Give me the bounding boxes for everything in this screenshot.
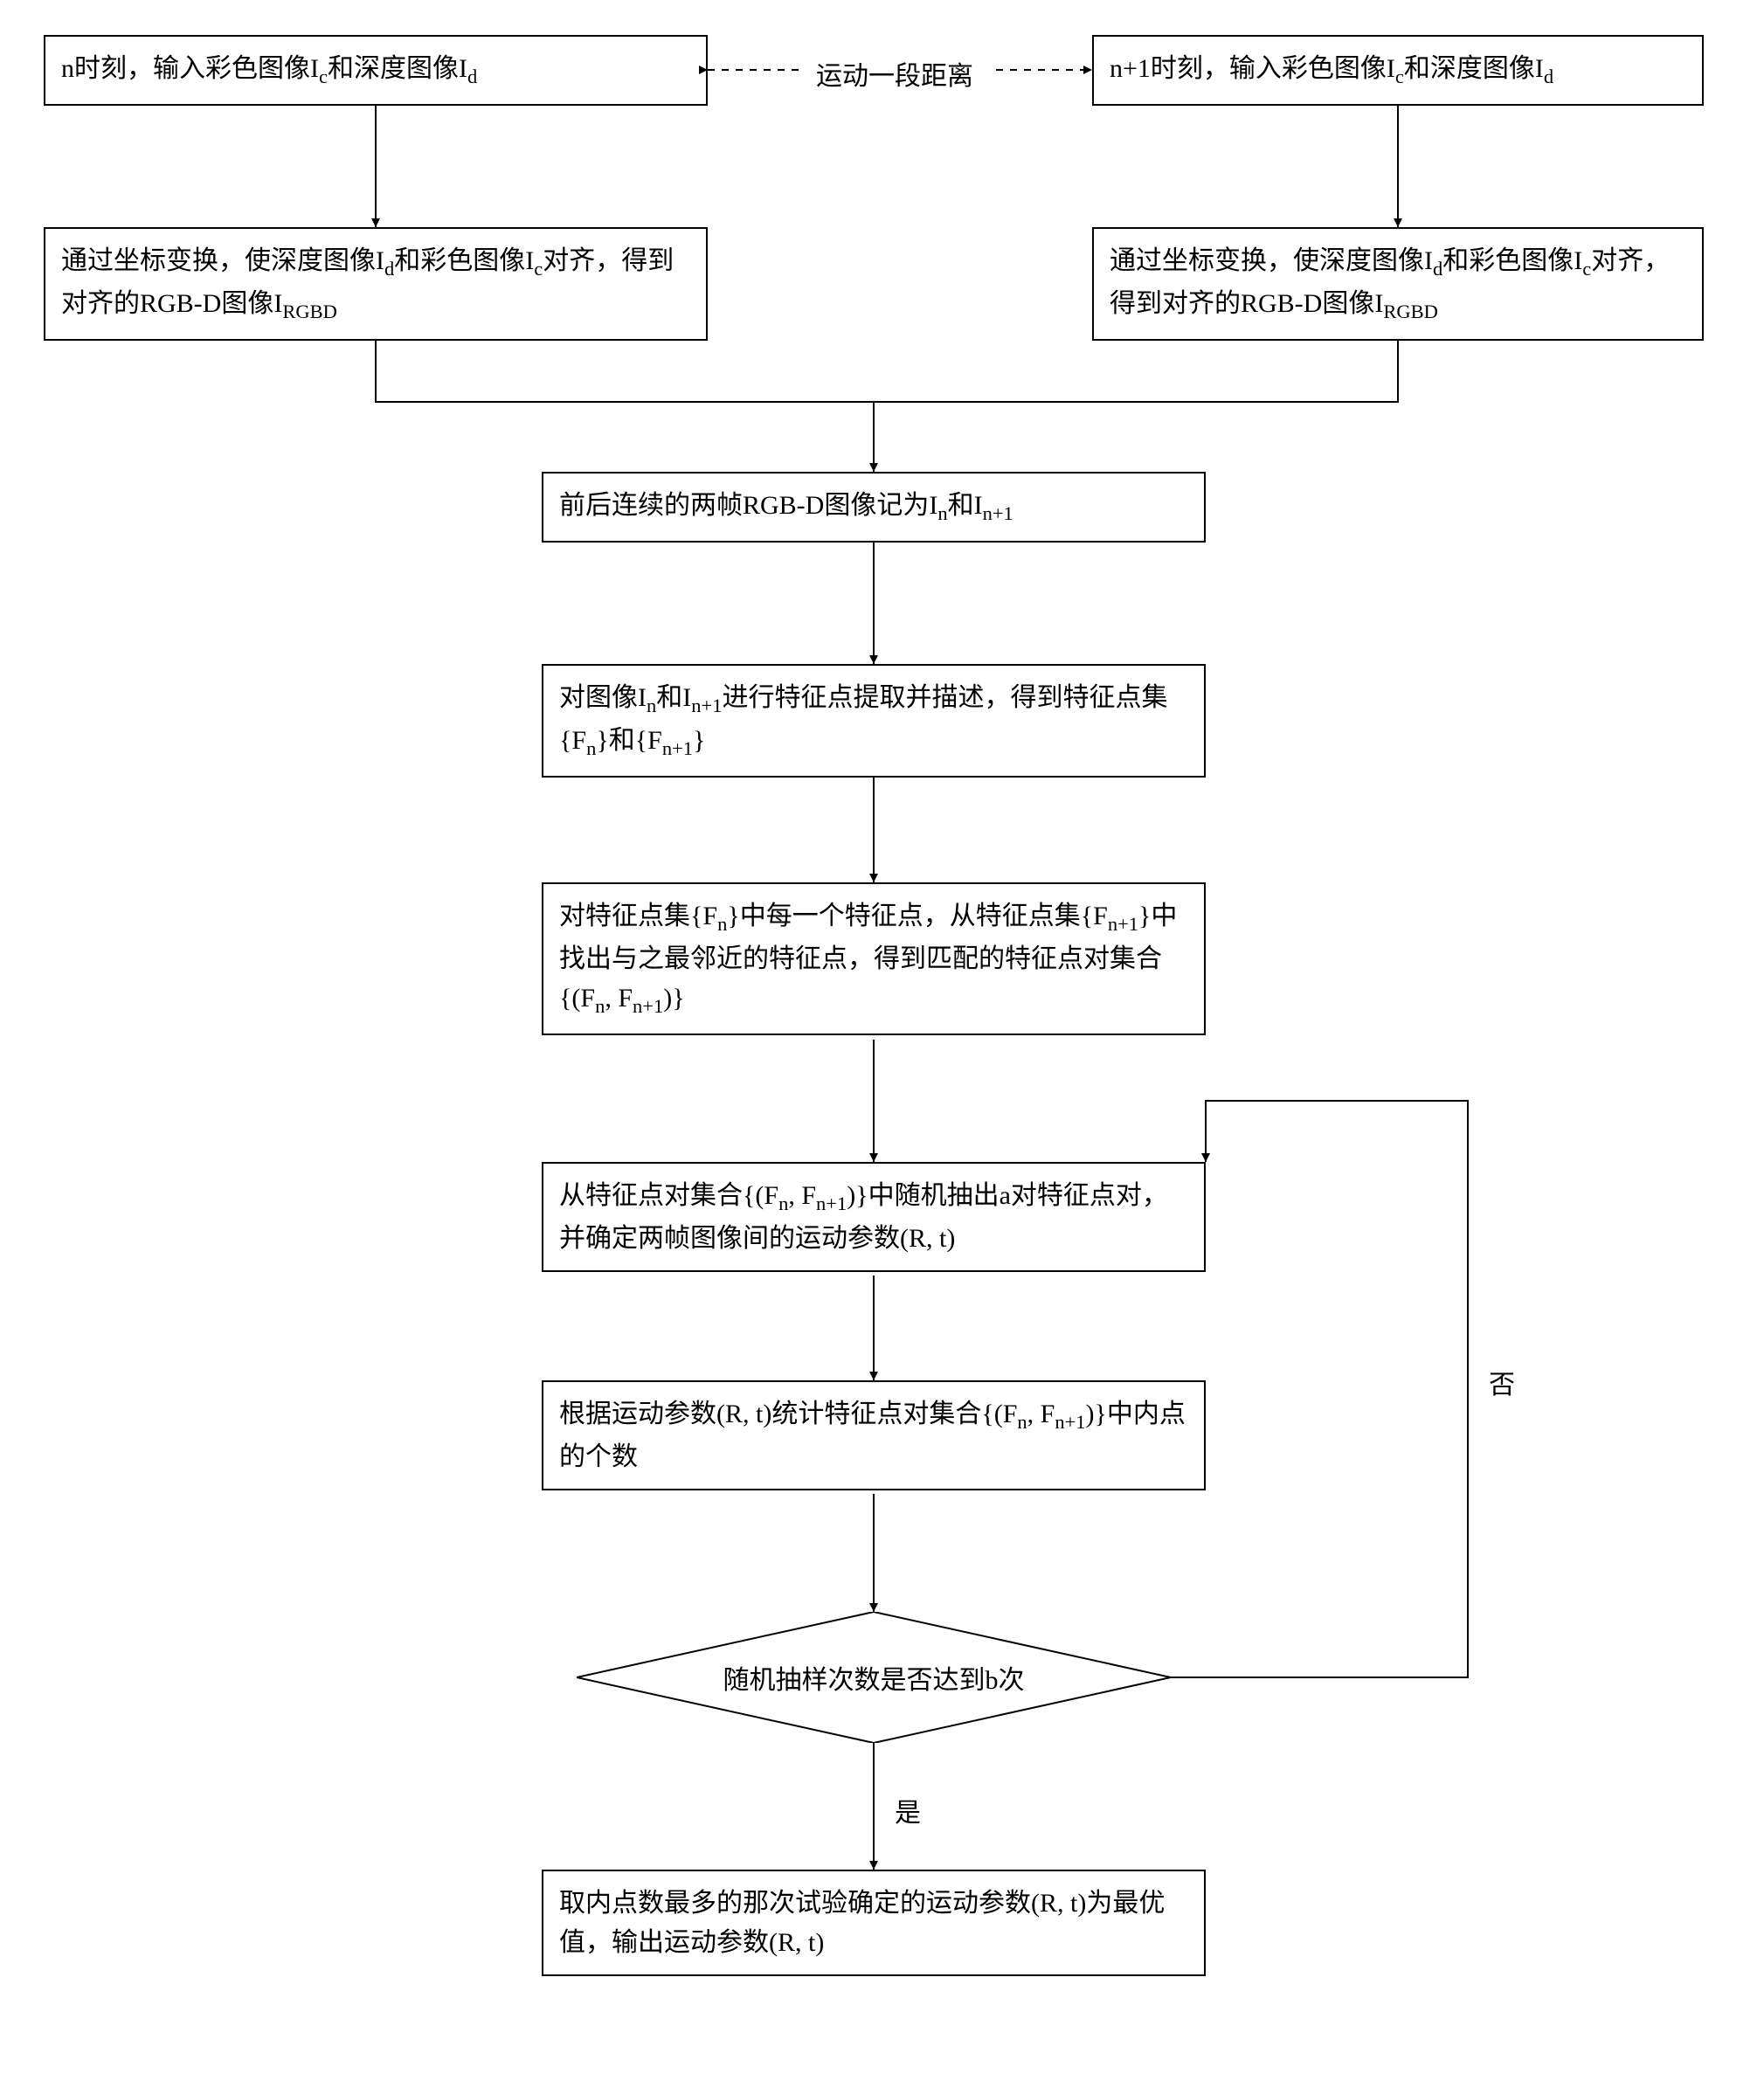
edge-label-motion: 运动一段距离 [813,54,977,93]
node-align-n1: 通过坐标变换，使深度图像Id和彩色图像Ic对齐，得到对齐的RGB-D图像IRGB… [1092,227,1704,341]
node-extract: 对图像In和In+1进行特征点提取并描述，得到特征点集{Fn}和{Fn+1} [542,664,1206,778]
node-input-n1: n+1时刻，输入彩色图像Ic和深度图像Id [1092,35,1704,106]
edge-d1-no [1171,1101,1468,1677]
node-inliers: 根据运动参数(R, t)统计特征点对集合{(Fn, Fn+1)}中内点的个数 [542,1380,1206,1490]
edge-label-yes: 是 [891,1791,924,1829]
decision-iterations: 随机抽样次数是否达到b次 [577,1612,1171,1743]
edge-n4-merge [874,341,1398,402]
edge-n3-merge [376,341,874,402]
node-output: 取内点数最多的那次试验确定的运动参数(R, t)为最优值，输出运动参数(R, t… [542,1870,1206,1976]
edge-label-no: 否 [1485,1363,1518,1401]
node-match: 对特征点集{Fn}中每一个特征点，从特征点集{Fn+1}中找出与之最邻近的特征点… [542,882,1206,1035]
node-align-n: 通过坐标变换，使深度图像Id和彩色图像Ic对齐，得到对齐的RGB-D图像IRGB… [44,227,708,341]
node-frames: 前后连续的两帧RGB-D图像记为In和In+1 [542,472,1206,543]
decision-label: 随机抽样次数是否达到b次 [723,1658,1025,1697]
node-input-n: n时刻，输入彩色图像Ic和深度图像Id [44,35,708,106]
node-sample: 从特征点对集合{(Fn, Fn+1)}中随机抽出a对特征点对，并确定两帧图像间的… [542,1162,1206,1272]
